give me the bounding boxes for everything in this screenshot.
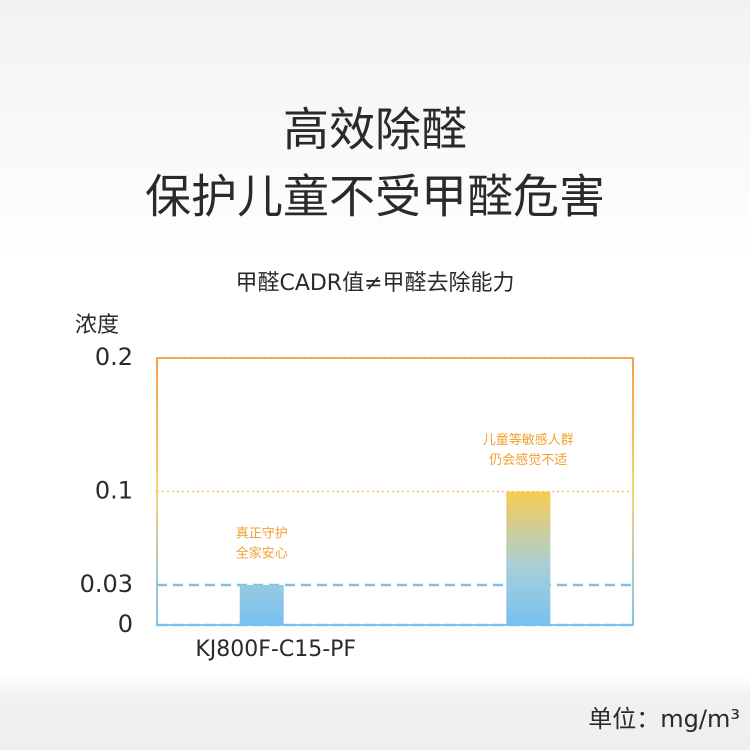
annotation: 儿童等敏感人群 bbox=[483, 432, 574, 448]
annotation: 全家安心 bbox=[236, 545, 288, 561]
bar bbox=[239, 584, 284, 625]
x-tick-label: KJ800F-C15-PF bbox=[195, 637, 356, 662]
annotation: 仍会感觉不适 bbox=[489, 452, 567, 468]
y-axis-label: 浓度 bbox=[75, 313, 119, 338]
y-tick-label: 0.1 bbox=[95, 477, 133, 505]
y-tick-label: 0.2 bbox=[95, 343, 133, 371]
bar bbox=[506, 491, 551, 625]
unit-label: 单位：mg/m³ bbox=[588, 705, 740, 733]
title-line-1: 高效除醛 bbox=[283, 103, 467, 157]
annotation: 真正守护 bbox=[236, 526, 288, 541]
y-tick-label: 0 bbox=[118, 610, 133, 638]
title-line-2: 保护儿童不受甲醛危害 bbox=[145, 170, 605, 224]
subtitle: 甲醛CADR值≠甲醛去除能力 bbox=[235, 271, 514, 296]
y-tick-label: 0.03 bbox=[80, 570, 133, 598]
